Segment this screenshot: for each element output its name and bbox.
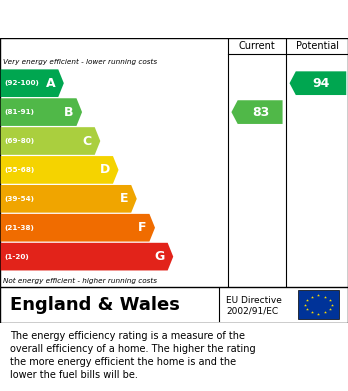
- Polygon shape: [231, 100, 283, 124]
- Polygon shape: [1, 156, 119, 184]
- Text: Not energy efficient - higher running costs: Not energy efficient - higher running co…: [3, 278, 158, 284]
- Text: A: A: [46, 77, 55, 90]
- Text: (81-91): (81-91): [4, 109, 34, 115]
- Polygon shape: [1, 98, 82, 126]
- Text: (39-54): (39-54): [4, 196, 34, 202]
- Text: D: D: [100, 163, 110, 176]
- Text: (92-100): (92-100): [4, 80, 39, 86]
- Polygon shape: [1, 185, 137, 213]
- Text: Energy Efficiency Rating: Energy Efficiency Rating: [10, 12, 221, 27]
- Text: G: G: [155, 250, 165, 263]
- Text: 83: 83: [252, 106, 269, 118]
- Bar: [298, 290, 339, 319]
- Text: England & Wales: England & Wales: [10, 296, 180, 314]
- Text: Very energy efficient - lower running costs: Very energy efficient - lower running co…: [3, 59, 158, 65]
- Text: 94: 94: [313, 77, 330, 90]
- Polygon shape: [1, 214, 155, 242]
- Text: (55-68): (55-68): [4, 167, 34, 173]
- Text: (69-80): (69-80): [4, 138, 34, 144]
- Polygon shape: [1, 127, 100, 155]
- Text: The energy efficiency rating is a measure of the
overall efficiency of a home. T: The energy efficiency rating is a measur…: [10, 331, 256, 380]
- Text: (21-38): (21-38): [4, 225, 34, 231]
- Text: Potential: Potential: [295, 41, 339, 51]
- Polygon shape: [290, 71, 346, 95]
- Text: Current: Current: [239, 41, 275, 51]
- Text: EU Directive: EU Directive: [226, 296, 282, 305]
- Text: 2002/91/EC: 2002/91/EC: [226, 307, 278, 316]
- Polygon shape: [1, 243, 173, 271]
- Polygon shape: [1, 69, 64, 97]
- Text: C: C: [83, 135, 92, 147]
- Text: E: E: [120, 192, 128, 205]
- Text: F: F: [138, 221, 147, 234]
- Text: B: B: [64, 106, 74, 118]
- Text: (1-20): (1-20): [4, 254, 29, 260]
